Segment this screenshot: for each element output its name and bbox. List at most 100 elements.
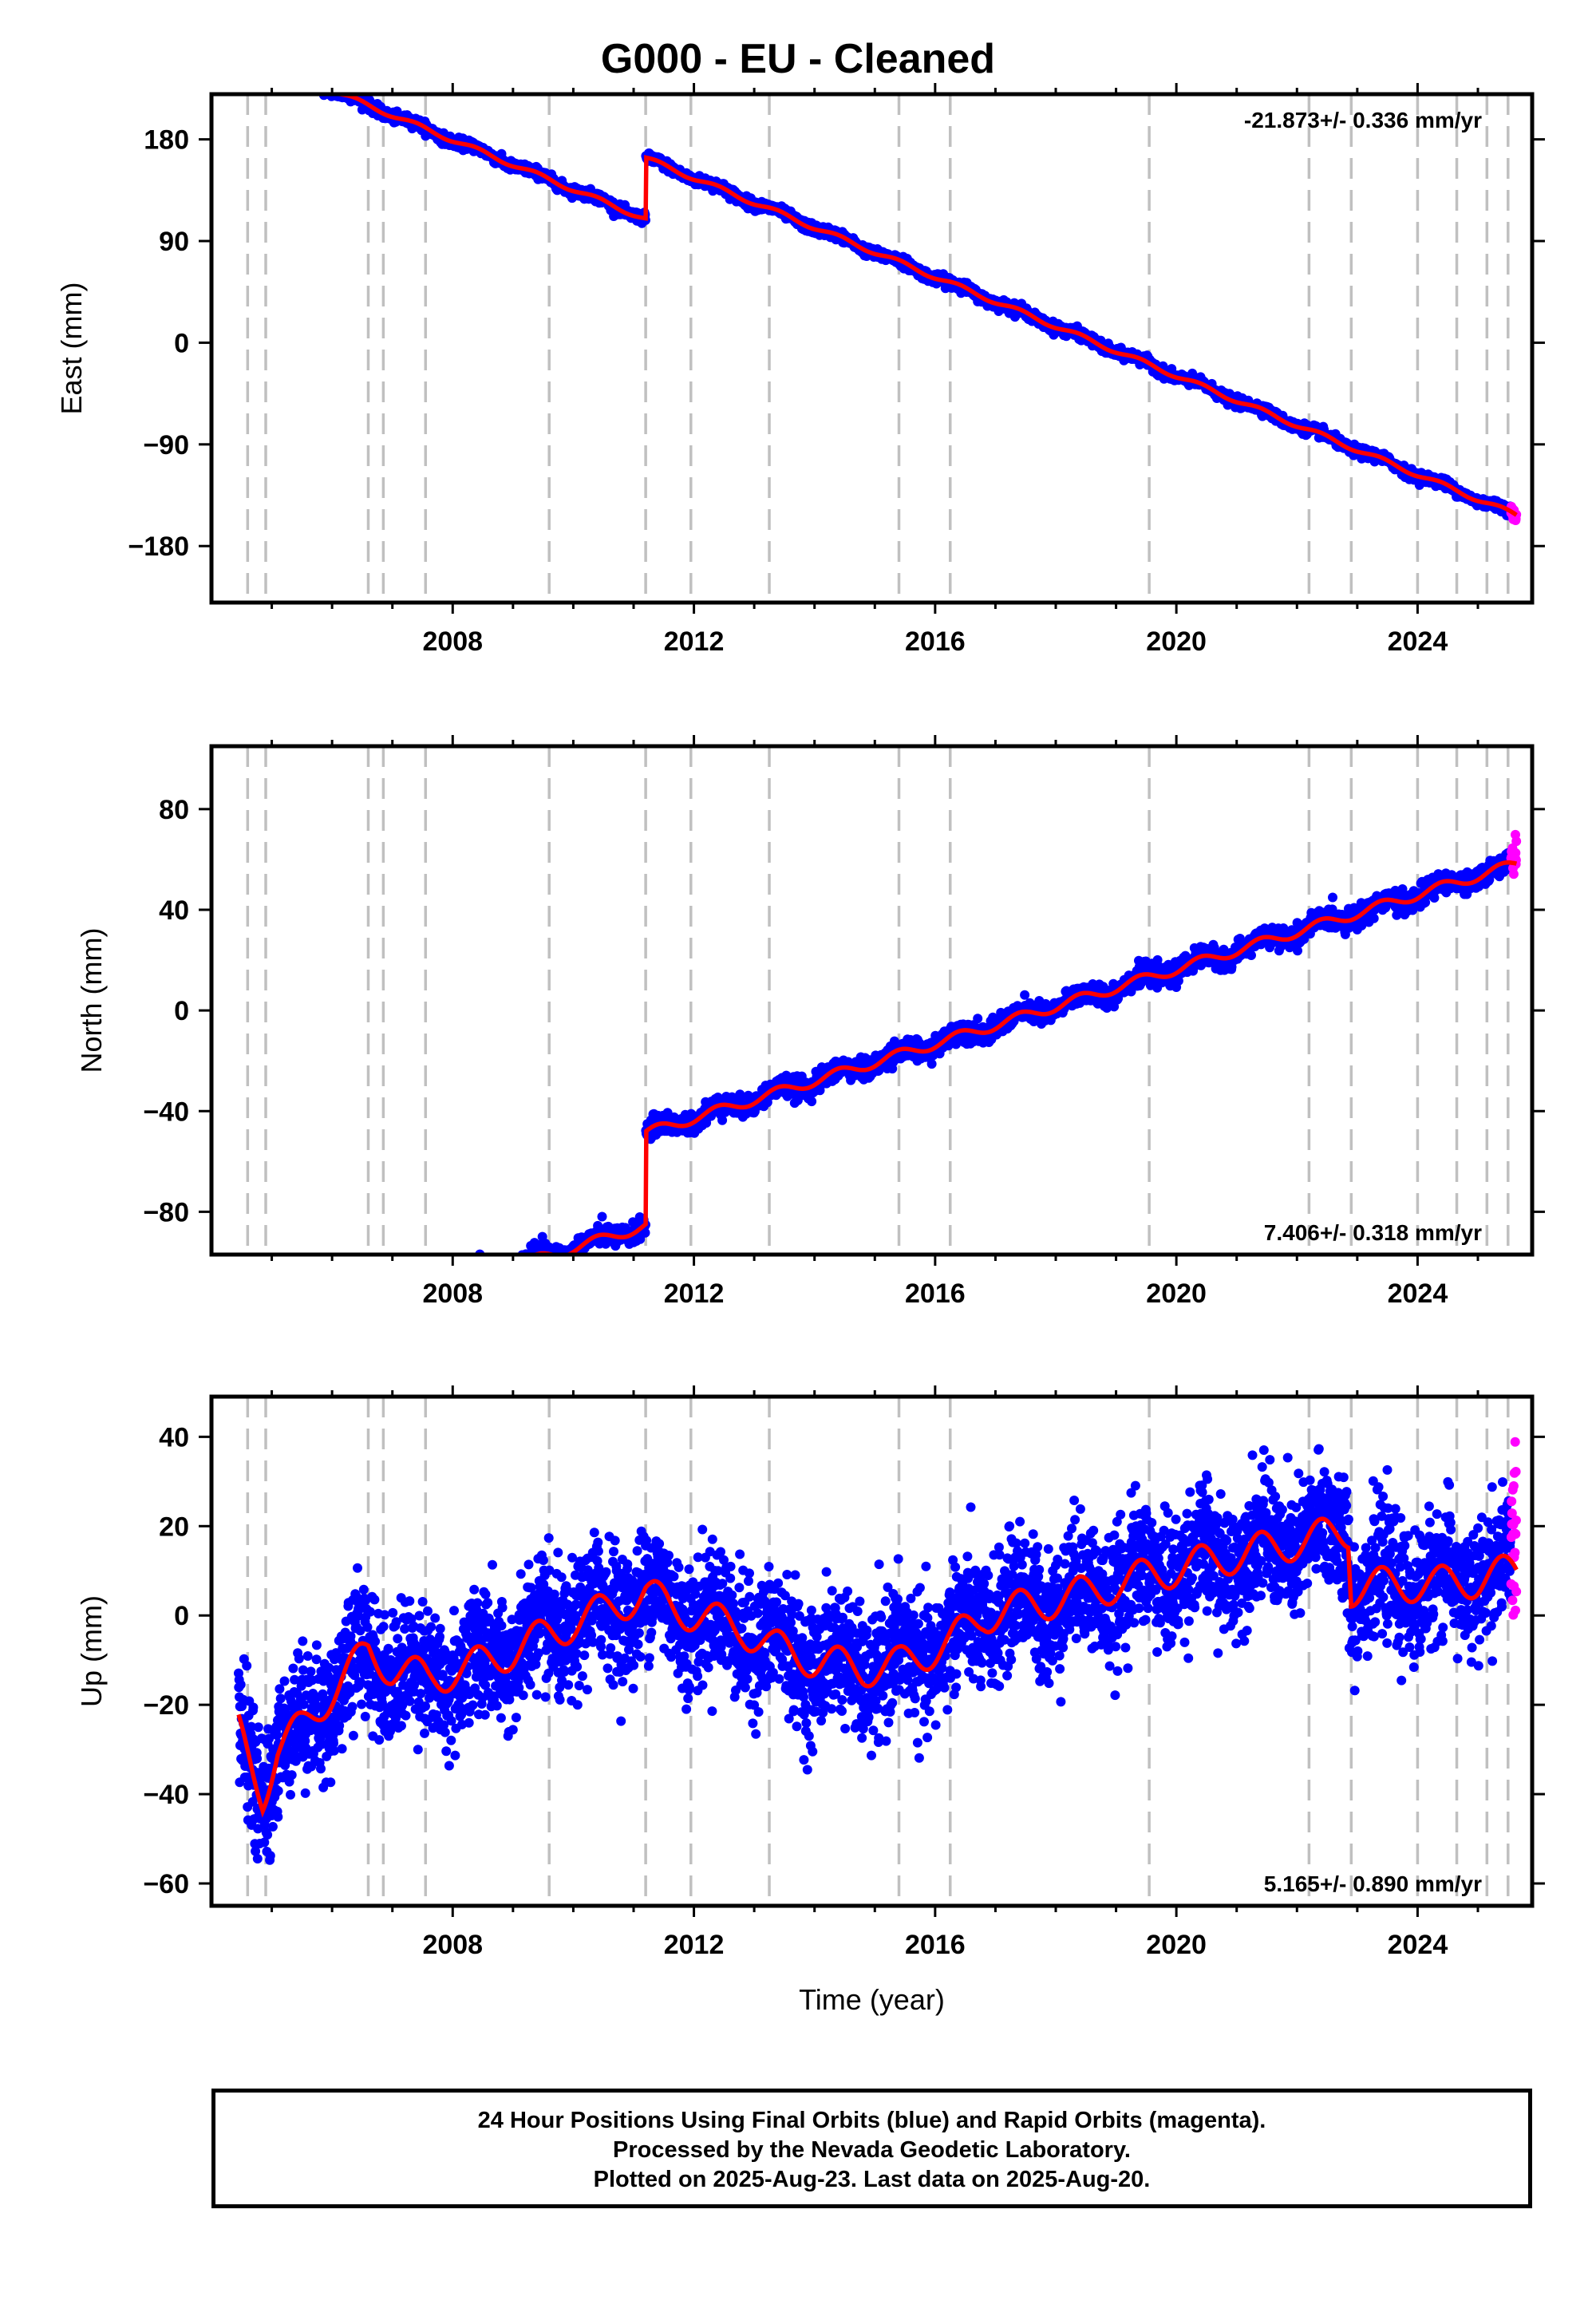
data-point — [267, 1341, 276, 1350]
data-point — [535, 1257, 545, 1267]
data-point — [282, 63, 292, 73]
data-point — [251, 59, 261, 69]
data-point — [494, 1260, 504, 1270]
data-point — [390, 1302, 400, 1312]
data-point — [296, 1316, 306, 1326]
data-point — [477, 1258, 487, 1267]
data-point — [458, 1268, 468, 1278]
data-point — [308, 1332, 318, 1342]
data-point — [274, 68, 283, 77]
data-point — [300, 1317, 310, 1326]
data-point — [375, 1321, 385, 1330]
data-point — [314, 1336, 324, 1346]
data-point — [290, 1329, 299, 1338]
data-point — [354, 1306, 363, 1316]
data-point — [334, 1320, 343, 1330]
data-point — [402, 1298, 412, 1307]
data-point — [299, 1328, 309, 1338]
data-point — [271, 66, 280, 76]
data-point — [236, 45, 246, 55]
data-point — [252, 55, 262, 65]
y-tick-label: 0 — [174, 328, 189, 358]
data-point — [293, 1317, 302, 1326]
data-point — [391, 1306, 401, 1315]
velocity-rate-label: -21.873+/- 0.336 mm/yr — [1244, 108, 1482, 132]
data-point — [314, 1330, 324, 1339]
data-point — [486, 1268, 496, 1278]
data-point — [551, 1261, 560, 1271]
data-point — [233, 45, 243, 54]
data-point — [279, 1330, 288, 1339]
data-point — [383, 1303, 393, 1313]
data-point — [287, 1324, 297, 1334]
data-point — [280, 61, 290, 71]
data-point — [280, 1335, 290, 1345]
data-point — [509, 1263, 519, 1272]
data-point — [312, 79, 322, 89]
data-point — [459, 1267, 468, 1277]
x-tick-label: 2016 — [905, 626, 966, 657]
data-point — [397, 1295, 407, 1305]
data-point — [491, 1271, 500, 1280]
data-point — [287, 1327, 297, 1337]
data-point — [291, 69, 301, 79]
data-point — [406, 1294, 416, 1304]
data-point — [497, 1264, 507, 1274]
data-point — [263, 1342, 273, 1351]
data-point — [235, 47, 244, 57]
data-point — [256, 61, 266, 70]
data-point — [328, 1310, 338, 1320]
data-point — [241, 46, 251, 56]
data-point — [488, 1269, 498, 1279]
data-point — [404, 1293, 413, 1302]
data-point — [341, 1304, 350, 1314]
data-point — [500, 1262, 510, 1271]
data-point — [270, 1338, 279, 1347]
data-point — [377, 1307, 386, 1317]
data-point — [464, 1266, 473, 1275]
data-point — [235, 1265, 244, 1275]
data-point — [231, 45, 240, 54]
data-point — [288, 1328, 298, 1338]
data-point — [324, 1321, 334, 1330]
data-point — [321, 1328, 330, 1338]
data-point — [297, 69, 306, 79]
data-point — [268, 1339, 278, 1349]
data-point — [256, 60, 266, 69]
data-point — [270, 63, 279, 73]
data-point — [407, 1287, 417, 1297]
data-point — [350, 1307, 359, 1317]
data-point — [372, 1303, 381, 1313]
data-point — [261, 1343, 271, 1353]
data-point — [301, 1312, 310, 1322]
data-point — [395, 1299, 405, 1309]
data-point — [307, 83, 317, 93]
data-point — [504, 1268, 514, 1278]
data-point — [236, 1269, 246, 1279]
data-point — [237, 49, 247, 58]
data-point — [255, 61, 265, 70]
data-point — [491, 1278, 500, 1287]
data-point — [523, 1263, 532, 1273]
data-point — [286, 67, 296, 77]
data-point — [283, 1326, 293, 1336]
data-point — [283, 65, 293, 75]
data-point — [281, 1334, 290, 1343]
data-point — [350, 1314, 360, 1323]
data-point — [255, 56, 264, 65]
data-point — [249, 49, 259, 59]
data-point — [467, 1270, 476, 1279]
data-point — [239, 46, 249, 56]
data-point — [310, 1318, 319, 1327]
data-point — [509, 1273, 519, 1282]
data-point — [284, 1337, 294, 1346]
data-point — [484, 1281, 494, 1290]
data-point — [302, 77, 311, 86]
data-point — [343, 1308, 353, 1318]
data-point — [320, 1330, 330, 1339]
data-point — [338, 1314, 347, 1324]
data-point — [270, 61, 279, 70]
y-tick-label: −90 — [143, 430, 189, 460]
data-point — [242, 48, 251, 57]
data-point — [286, 69, 295, 79]
